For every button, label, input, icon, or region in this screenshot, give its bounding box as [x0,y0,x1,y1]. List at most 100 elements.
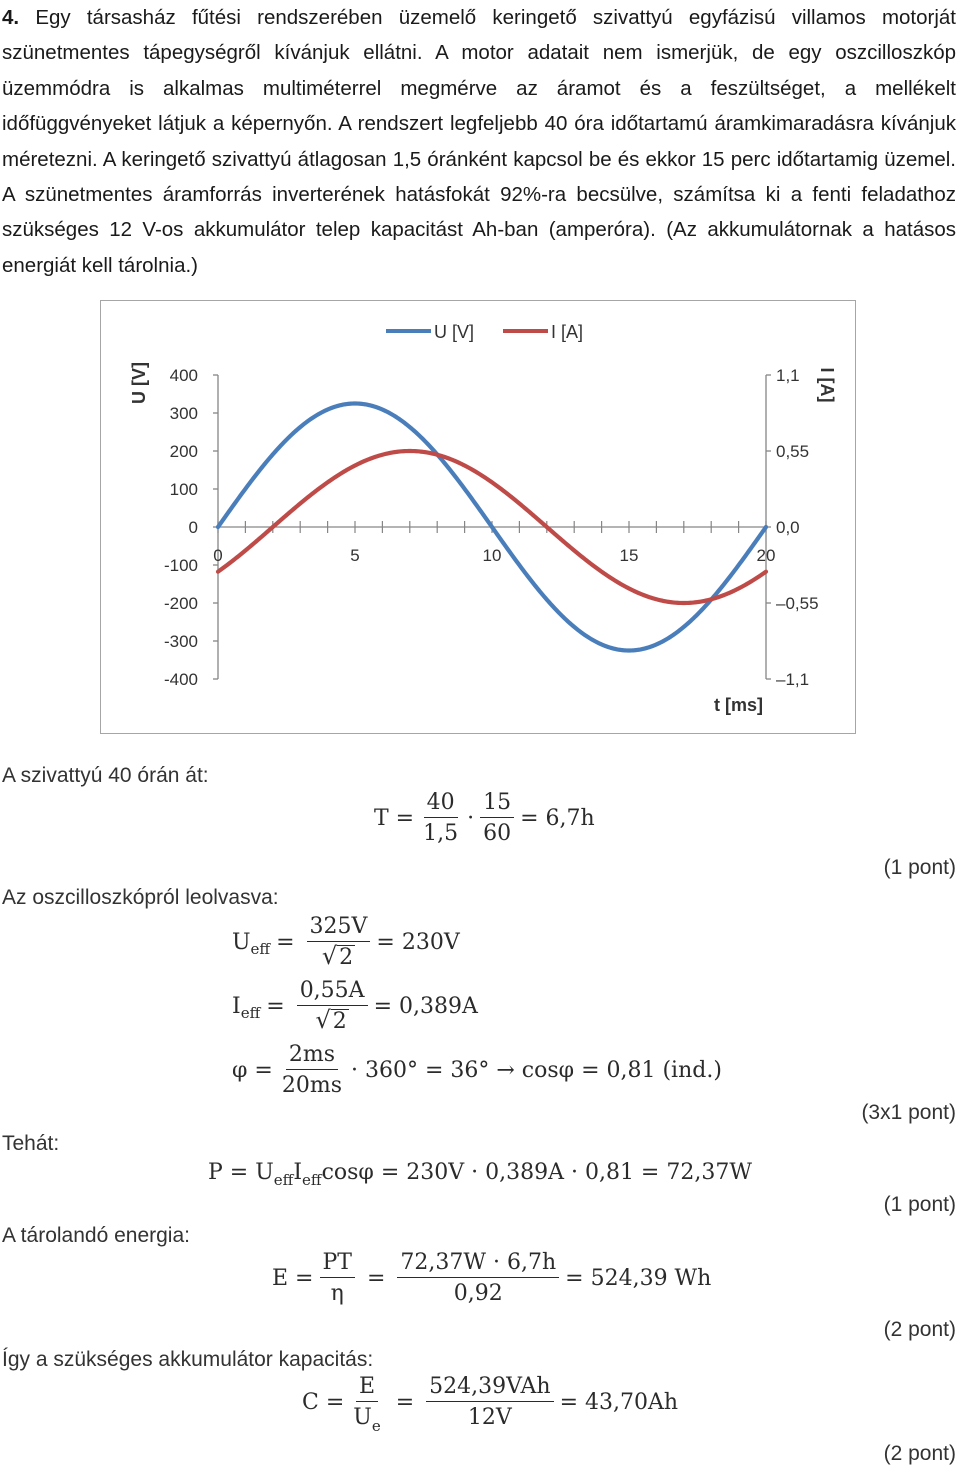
formula-E-n2: 72,37W · 6,7h [397,1250,560,1278]
step3-points: (1 pont) [883,1193,956,1216]
formula-Ieff-frac: 0,55A √ 2 [296,978,368,1034]
formula-E-eq: = [366,1265,386,1291]
y-left-tick-label: 300 [170,404,198,423]
y-axis-right-title: I [A] [817,368,837,403]
formula-C-frac2: 524,39VAh 12V [426,1374,554,1430]
y-axis-left-title: U [V] [129,362,149,404]
formula-phi-num: 2ms [285,1042,338,1070]
y-right-tick-label: 0,55 [776,442,809,461]
problem-number: 4. [2,6,20,29]
legend-label: U [V] [434,322,474,342]
formula-P-s1: eff [273,1170,294,1189]
formula-T-n2: 15 [480,790,515,818]
formula-Ueff-sub: eff [250,940,271,958]
x-tick-label: 10 [483,546,502,565]
formula-T-rhs: = 6,7h [520,805,595,831]
formula-C: C = E Ue = 524,39VAh 12V = 43,70Ah [302,1374,679,1435]
formula-T-frac2: 15 60 [480,790,515,846]
step2-label: Az oszcilloszkópról leolvasva: [2,886,279,909]
formula-Ieff-den: 2 [330,1009,349,1034]
step3-label: Tehát: [2,1132,60,1155]
step2-points: (3x1 pont) [861,1101,956,1124]
formula-Ieff-den-wrap: √ 2 [312,1006,351,1034]
formula-T-d1: 1,5 [423,821,459,846]
formula-T: T = 40 1,5 · 15 60 = 6,7h [374,790,595,846]
formula-Ueff-frac: 325V √ 2 [306,914,371,970]
formula-C-n2: 524,39VAh [426,1374,554,1402]
formula-C-rhs: = 43,70Ah [559,1389,679,1415]
y-left-tick-label: 100 [170,480,198,499]
sqrt-icon: √ 2 [315,1006,349,1034]
formula-C-d1: U [353,1405,372,1430]
y-right-tick-label: 0,0 [776,518,800,537]
formula-phi-frac: 2ms 20ms [279,1042,345,1098]
formula-Ieff-eq: = [266,993,285,1019]
series-line-current [215,448,769,606]
formula-E-lhs: E = [272,1265,314,1291]
x-tick-label: 5 [350,546,359,565]
formula-phi: φ = 2ms 20ms · 360° = 36° → cosφ = 0,81 … [232,1042,722,1098]
x-tick-label: 20 [757,546,776,565]
step1-label: A szivattyú 40 órán át: [2,764,209,787]
oscilloscope-chart: 400 300 200 100 0 -100 -200 -300 -400 1,1 0,55 0,0–… [100,300,856,734]
formula-Ieff-rhs: = 0,389A [373,993,478,1019]
formula-phi-rhs: · 360° = 36° → cosφ = 0,81 (ind.) [351,1057,722,1083]
x-axis-title: t [ms] [714,695,763,715]
formula-P-s2: eff [302,1170,322,1189]
formula-Ueff-eq: = [276,929,295,955]
formula-T-lhs: T = [374,805,415,831]
x-tick-label: 0 [213,546,222,565]
problem-text: Egy társasház fűtési rendszerében üzemel… [2,6,956,277]
formula-P-a: P = U [208,1160,274,1185]
formula-T-d2: 60 [483,821,512,846]
y-right-tick-label: –0,55 [776,594,819,613]
formula-E: E = PT η = 72,37W · 6,7h 0,92 = 524,39 W… [272,1250,711,1306]
chart-svg: 4003002001000-100-200-300-4001,10,550,0–… [129,322,837,715]
step5-points: (2 pont) [883,1442,956,1465]
step4-points: (2 pont) [883,1318,956,1341]
formula-phi-den: 20ms [281,1073,342,1098]
series-line-voltage [215,401,769,653]
y-left-tick-label: 0 [189,518,198,537]
formula-C-eq: = [395,1389,415,1415]
step5-label: Így a szükséges akkumulátor kapacitás: [2,1348,374,1371]
x-tick-label: 15 [620,546,639,565]
problem-statement: 4. Egy társasház fűtési rendszerében üze… [2,0,956,283]
formula-P-b: I [293,1160,303,1185]
y-right-tick-label: 1,1 [776,366,800,385]
formula-E-d2: 0,92 [453,1281,503,1306]
formula-T-dot: · [467,805,475,831]
formula-C-d1-wrap: Ue [350,1402,383,1435]
formula-Ieff-sub: eff [240,1004,261,1022]
y-left-tick-label: -400 [164,670,198,689]
y-left-tick-label: 400 [170,366,198,385]
step4-label: A tárolandó energia: [2,1224,190,1247]
y-left-tick-label: -200 [164,594,198,613]
formula-Ieff-lhs: I [232,993,241,1019]
formula-T-n1: 40 [423,790,458,818]
step1-points: (1 pont) [883,856,956,879]
formula-E-frac1: PT η [319,1250,355,1306]
formula-C-n1: E [355,1374,379,1402]
formula-E-d1: η [330,1281,344,1306]
formula-E-frac2: 72,37W · 6,7h 0,92 [397,1250,560,1306]
legend-label: I [A] [551,322,583,342]
formula-Ueff-lhs: U [232,929,251,955]
formula-E-rhs: = 524,39 Wh [565,1265,712,1291]
y-left-tick-label: 200 [170,442,198,461]
y-left-tick-label: -100 [164,556,198,575]
formula-C-frac1: E Ue [350,1374,383,1435]
formula-Ueff-num: 325V [306,914,371,942]
formula-phi-lhs: φ = [232,1057,273,1083]
formula-Ueff-rhs: = 230V [376,929,460,955]
formula-Ueff-den-wrap: √ 2 [319,942,358,970]
formula-C-lhs: C = [302,1389,345,1415]
formula-C-d2: 12V [467,1405,512,1430]
formula-Ueff-den: 2 [337,945,356,970]
formula-P-c: cosφ = 230V · 0,389A · 0,81 = 72,37W [321,1160,752,1185]
sqrt-icon: √ 2 [321,942,356,970]
formula-E-n1: PT [319,1250,355,1278]
